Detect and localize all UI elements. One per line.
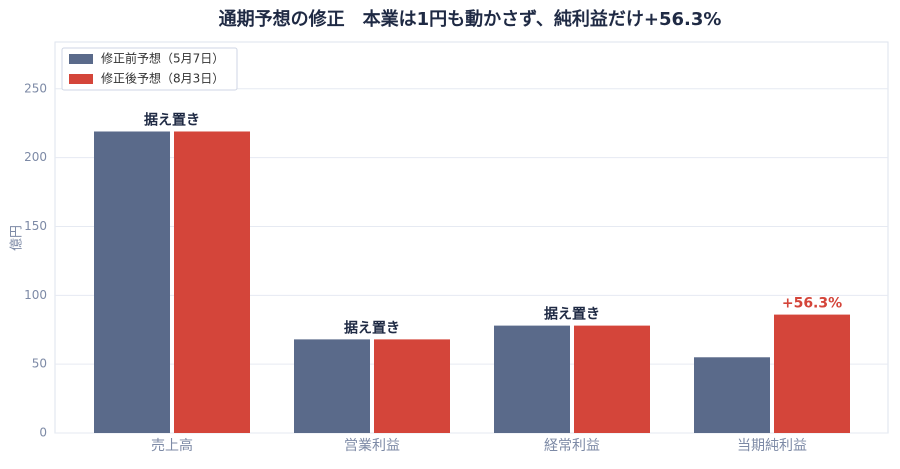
x-tick-label: 営業利益 <box>344 438 400 454</box>
annotation: 据え置き <box>544 306 600 323</box>
annotation: +56.3% <box>782 296 842 312</box>
bar <box>694 357 770 433</box>
bar <box>294 339 370 433</box>
y-tick-label: 100 <box>24 288 47 302</box>
bar <box>174 131 250 433</box>
annotation: 据え置き <box>344 319 400 336</box>
bar <box>94 131 170 433</box>
legend-label: 修正前予想（5月7日） <box>101 51 224 66</box>
y-tick-label: 250 <box>24 81 47 95</box>
y-tick-label: 200 <box>24 150 47 164</box>
bar <box>494 325 570 433</box>
y-tick-label: 0 <box>39 426 47 440</box>
legend-swatch <box>69 54 93 64</box>
bar <box>774 314 850 433</box>
x-tick-label: 経常利益 <box>544 438 600 454</box>
y-axis-label: 億円 <box>9 225 25 251</box>
annotation: 据え置き <box>144 111 200 128</box>
legend-swatch <box>69 74 93 84</box>
chart-title: 通期予想の修正 本業は1円も動かさず、純利益だけ+56.3% <box>219 8 722 30</box>
bar <box>574 325 650 433</box>
x-tick-label: 売上高 <box>151 437 193 454</box>
y-tick-label: 50 <box>32 357 47 371</box>
y-tick-label: 150 <box>24 219 47 233</box>
x-tick-label: 当期純利益 <box>737 438 807 454</box>
bar <box>374 339 450 433</box>
legend-box <box>61 47 238 91</box>
legend-label: 修正後予想（8月3日） <box>101 71 224 86</box>
